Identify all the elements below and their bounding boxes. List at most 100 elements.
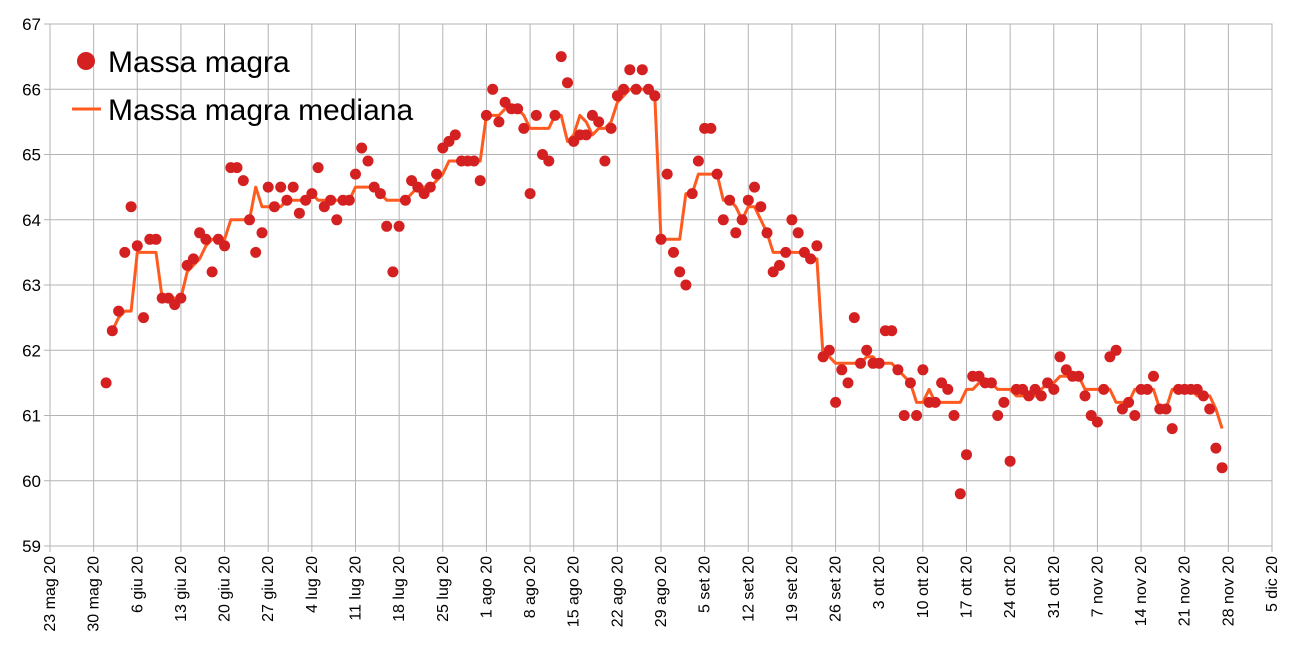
data-point: [649, 90, 661, 102]
xtick-label: 12 set 20: [740, 556, 757, 622]
data-point: [131, 240, 143, 252]
data-point: [100, 377, 112, 389]
data-point: [350, 168, 361, 180]
data-point: [113, 305, 125, 317]
data-point: [281, 194, 293, 206]
median-line: [110, 87, 1224, 430]
data-point: [1091, 416, 1103, 428]
xtick-label: 15 ago 20: [566, 556, 583, 627]
data-point: [1123, 396, 1135, 408]
data-point: [786, 214, 798, 226]
xtick-label: 5 dic 20: [1264, 556, 1281, 612]
data-point: [543, 155, 555, 167]
ytick-label: 67: [22, 15, 41, 34]
data-point: [449, 129, 461, 141]
xtick-label: 25 lug 20: [435, 556, 452, 622]
data-point: [917, 364, 929, 376]
data-point: [755, 201, 767, 213]
data-point: [942, 383, 954, 395]
xtick-label: 14 nov 20: [1133, 556, 1150, 626]
xtick-label: 20 giu 20: [217, 556, 234, 622]
data-point: [929, 396, 941, 408]
data-point: [661, 168, 673, 180]
data-point: [624, 64, 636, 76]
xtick-label: 27 giu 20: [260, 556, 277, 622]
data-point: [306, 188, 318, 200]
data-point: [618, 83, 630, 95]
median-series-layer: [110, 87, 1224, 430]
data-point: [206, 266, 218, 278]
data-point: [106, 325, 118, 337]
data-point: [811, 240, 823, 252]
ytick-label: 66: [22, 80, 41, 99]
xtick-label: 4 lug 20: [304, 556, 321, 613]
data-point: [138, 312, 149, 324]
data-point: [362, 155, 374, 167]
data-point: [487, 83, 499, 95]
data-point: [424, 181, 436, 193]
data-point: [1048, 383, 1060, 395]
data-point: [842, 377, 854, 389]
data-point: [580, 129, 592, 141]
data-point: [749, 181, 760, 193]
xtick-label: 6 giu 20: [129, 556, 146, 613]
data-point: [823, 344, 835, 356]
data-point: [593, 116, 605, 128]
data-point: [674, 266, 686, 278]
xtick-label: 26 set 20: [828, 556, 845, 622]
data-point: [312, 162, 324, 174]
data-point: [830, 396, 842, 408]
data-point: [692, 155, 704, 167]
data-point: [668, 246, 679, 258]
ytick-label: 60: [22, 472, 41, 491]
data-point: [886, 325, 898, 337]
xtick-label: 13 giu 20: [173, 556, 190, 622]
data-point: [730, 227, 742, 239]
data-point: [805, 253, 817, 265]
data-point: [711, 168, 723, 180]
xtick-label: 29 ago 20: [653, 556, 670, 627]
data-point: [792, 227, 804, 239]
xtick-label: 17 ott 20: [959, 556, 976, 618]
data-point: [605, 122, 617, 134]
data-point: [836, 364, 848, 376]
data-point: [200, 233, 212, 245]
xtick-label: 28 nov 20: [1220, 556, 1237, 626]
data-point: [904, 377, 916, 389]
data-point: [518, 122, 530, 134]
ytick-label: 62: [22, 341, 41, 360]
xtick-label: 3 ott 20: [871, 556, 888, 609]
data-point: [331, 214, 343, 226]
data-point: [393, 220, 405, 232]
data-point: [861, 344, 873, 356]
data-point: [387, 266, 399, 278]
scatter-series-layer: [100, 51, 1228, 500]
data-point: [992, 410, 1004, 421]
data-point: [381, 220, 393, 232]
data-point: [1129, 410, 1141, 421]
ytick-label: 65: [22, 146, 41, 165]
data-point: [512, 103, 524, 115]
data-point: [1197, 390, 1209, 402]
data-point: [1216, 462, 1228, 474]
data-point: [630, 83, 642, 95]
data-point: [231, 162, 243, 174]
data-point: [717, 214, 729, 226]
ytick-label: 64: [22, 211, 41, 230]
xtick-label: 22 ago 20: [609, 556, 626, 627]
ytick-label: 61: [22, 407, 41, 426]
xtick-label: 10 ott 20: [915, 556, 932, 618]
data-point: [562, 77, 573, 89]
xtick-label: 24 ott 20: [1002, 556, 1019, 618]
data-point: [655, 233, 667, 245]
legend-marker-points: [77, 52, 95, 70]
data-point: [1004, 455, 1016, 467]
data-point: [399, 194, 411, 206]
data-point: [742, 194, 754, 206]
data-point: [911, 410, 923, 421]
data-point: [686, 188, 698, 200]
data-point: [1054, 351, 1066, 363]
data-point: [892, 364, 904, 376]
xtick-label: 30 mag 20: [86, 556, 103, 632]
data-point: [1110, 344, 1122, 356]
